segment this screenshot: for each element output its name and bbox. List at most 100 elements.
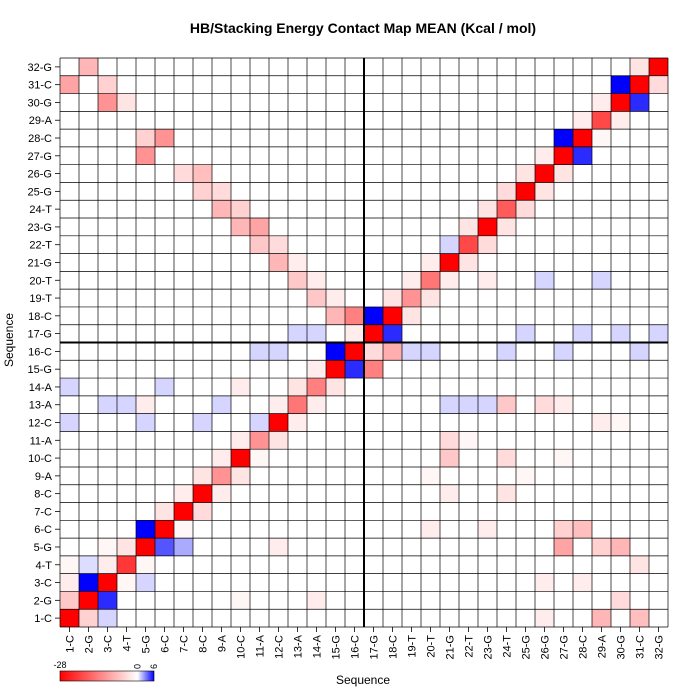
heatmap-cell-27-G-10-C	[554, 449, 573, 467]
x-tick-label: 2-G	[84, 635, 96, 653]
heatmap-cell-30-G-5-G	[611, 538, 630, 556]
y-tick-label: 10-C	[28, 453, 52, 465]
x-tick-label: 3-C	[103, 635, 115, 653]
heatmap-cell-10-C-2-G	[231, 591, 250, 610]
heatmap-cell-13-A-12-C	[288, 413, 307, 432]
heatmap-cell-22-T-21-G	[459, 253, 478, 272]
y-tick-label: 13-A	[29, 400, 53, 412]
colorbar-tick-label: 6	[149, 664, 159, 669]
x-tick-label: 15-G	[331, 635, 343, 659]
heatmap-cell-3-C-31-C	[98, 75, 117, 94]
heatmap-cell-1-C-12-C	[60, 413, 79, 432]
heatmap-cell-3-C-3-C	[98, 573, 117, 592]
y-tick-label: 11-A	[30, 435, 53, 447]
heatmap-cell-5-G-27-G	[136, 146, 155, 165]
heatmap-cell-17-G-17-G	[364, 324, 383, 343]
heatmap-cell-11-A-10-C	[250, 449, 269, 467]
heatmap-cell-24-T-16-C	[497, 342, 516, 361]
heatmap-cell-16-C-17-G	[345, 324, 364, 343]
heatmap-cell-20-T-9-A	[421, 466, 440, 485]
heatmap-cell-21-G-10-C	[440, 449, 459, 467]
heatmap-cell-11-A-11-A	[250, 431, 269, 450]
heatmap-cell-29-A-1-C	[592, 609, 611, 627]
y-tick-label: 18-C	[28, 311, 52, 323]
y-tick-label: 3-C	[34, 578, 52, 590]
x-tick-label: 14-A	[312, 634, 324, 658]
heatmap-cell-26-G-26-G	[535, 164, 554, 183]
heatmap-cell-12-C-16-C	[269, 342, 288, 361]
heatmap-cell-23-G-20-T	[478, 271, 497, 290]
y-tick-label: 19-T	[29, 293, 52, 305]
heatmap-cell-31-C-32-G	[630, 58, 649, 76]
y-tick-label: 4-T	[36, 560, 53, 572]
heatmap-cell-4-T-13-A	[117, 395, 136, 414]
heatmap-cell-19-T-20-T	[402, 271, 421, 290]
heatmap-cell-8-C-8-C	[193, 484, 212, 503]
y-tick-label: 16-C	[28, 346, 52, 358]
heatmap-cell-17-G-16-C	[364, 342, 383, 361]
heatmap-cell-16-C-18-C	[345, 306, 364, 325]
heatmap-cell-11-A-12-C	[250, 413, 269, 432]
heatmap-cell-24-T-24-T	[497, 200, 516, 219]
heatmap-cell-28-C-17-G	[573, 324, 592, 343]
x-tick-label: 6-C	[160, 635, 172, 653]
heatmap-cell-14-A-13-A	[307, 395, 326, 414]
heatmap-cell-15-G-15-G	[326, 360, 345, 379]
heatmap-cell-25-G-17-G	[516, 324, 535, 343]
heatmap-cell-14-A-20-T	[307, 271, 326, 290]
heatmap-cell-1-C-3-C	[60, 573, 79, 592]
heatmap-cell-27-G-28-C	[554, 129, 573, 147]
x-tick-label: 19-T	[407, 635, 419, 658]
heatmap-cell-2-G-4-T	[79, 555, 98, 574]
heatmap-cell-28-C-28-C	[573, 129, 592, 147]
heatmap-cell-19-T-16-C	[402, 342, 421, 361]
x-tick-label: 20-T	[426, 635, 438, 658]
heatmap-cell-3-C-1-C	[98, 609, 117, 627]
colorbar-tick-label: 0	[132, 664, 142, 669]
y-tick-label: 29-A	[29, 115, 53, 127]
heatmap-cell-15-G-16-C	[326, 342, 345, 361]
heatmap-cell-24-T-8-C	[497, 484, 516, 503]
heatmap-cell-23-G-22-T	[478, 235, 497, 254]
heatmap-cell-26-G-27-G	[535, 146, 554, 165]
heatmap-grid	[59, 57, 669, 628]
x-tick-label: 24-T	[502, 635, 514, 658]
heatmap-cell-12-C-5-G	[269, 538, 288, 556]
x-tick-label: 4-T	[122, 635, 134, 652]
x-tick-label: 8-C	[198, 635, 210, 653]
y-tick-label: 31-C	[28, 80, 52, 92]
heatmap-cell-23-G-23-G	[478, 218, 497, 236]
heatmap-cell-13-A-13-A	[288, 395, 307, 414]
heatmap-cell-7-C-26-G	[174, 164, 193, 183]
heatmap-cell-7-C-7-C	[174, 502, 193, 521]
heatmap-cell-20-T-6-C	[421, 520, 440, 539]
colorbar-tick-label: -28	[53, 660, 66, 670]
x-tick-label: 5-G	[141, 635, 153, 653]
heatmap-cell-9-A-9-A	[212, 466, 231, 485]
y-tick-label: 9-A	[35, 471, 53, 483]
heatmap-cell-18-C-17-G	[383, 324, 402, 343]
heatmap-cell-2-G-2-G	[79, 591, 98, 610]
heatmap-cell-28-C-3-C	[573, 573, 592, 592]
heatmap-cell-12-C-13-A	[269, 395, 288, 414]
heatmap-cell-31-C-1-C	[630, 609, 649, 627]
heatmap-cell-1-C-31-C	[60, 75, 79, 94]
heatmap-cell-20-T-20-T	[421, 271, 440, 290]
x-tick-label: 27-G	[559, 635, 571, 659]
heatmap-cell-2-G-32-G	[79, 58, 98, 76]
heatmap-cell-1-C-14-A	[60, 378, 79, 396]
heatmap-cell-24-T-10-C	[497, 449, 516, 467]
heatmap-cell-14-A-17-G	[307, 324, 326, 343]
heatmap-cell-30-G-2-G	[611, 591, 630, 610]
x-tick-label: 10-C	[236, 635, 248, 659]
heatmap-cell-20-T-21-G	[421, 253, 440, 272]
heatmap-cell-12-C-21-G	[269, 253, 288, 272]
y-tick-label: 23-G	[28, 222, 52, 234]
y-axis-label: Sequence	[2, 313, 16, 367]
heatmap-cell-14-A-19-T	[307, 289, 326, 307]
y-tick-label: 5-G	[34, 542, 52, 554]
heatmap-cell-32-G-31-C	[649, 75, 668, 94]
colorbar-ticks: -28 0 6	[53, 660, 159, 670]
heatmap-cell-27-G-5-G	[554, 538, 573, 556]
x-tick-label: 22-T	[464, 635, 476, 658]
